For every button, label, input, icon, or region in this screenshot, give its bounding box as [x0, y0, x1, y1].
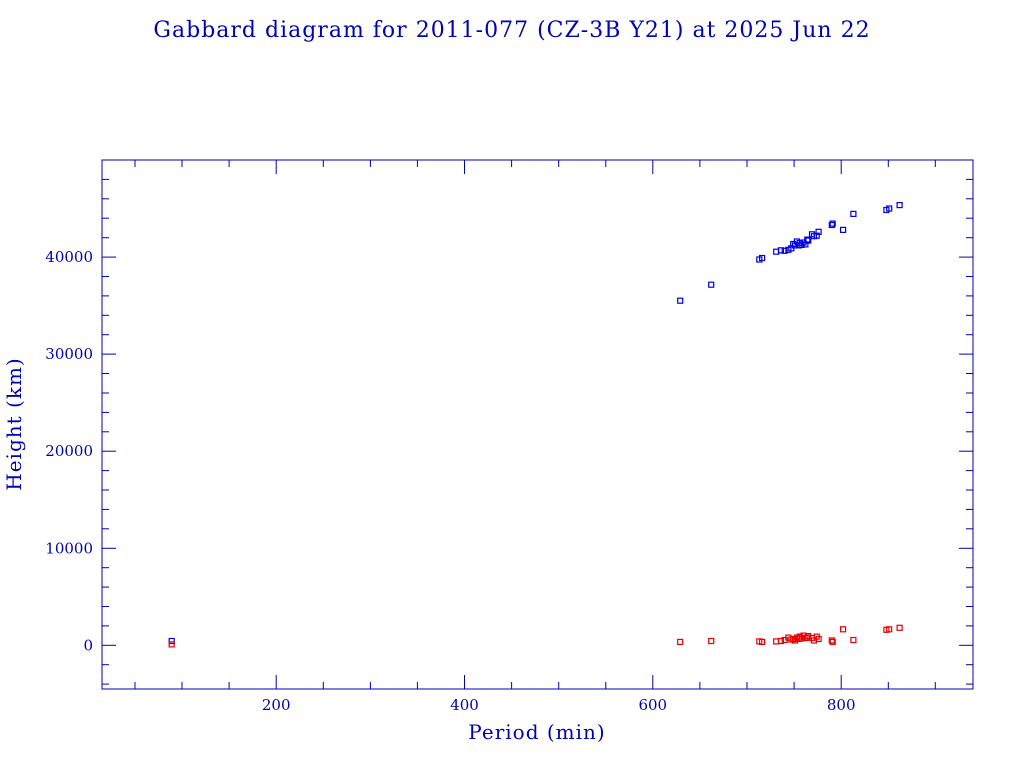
- perigee-point: [168, 641, 175, 648]
- apogee-point: [886, 205, 893, 212]
- x-tick-label: 400: [450, 696, 479, 714]
- perigee-point: [828, 637, 835, 644]
- apogee-point: [781, 247, 788, 254]
- apogee-point: [708, 281, 715, 288]
- perigee-point: [777, 637, 785, 645]
- apogee-point: [850, 210, 857, 217]
- y-tick-label: 20000: [45, 442, 93, 460]
- y-tick-label: 40000: [45, 248, 93, 266]
- perigee-point: [886, 626, 893, 633]
- perigee-point: [896, 624, 903, 631]
- x-tick-label: 200: [262, 696, 291, 714]
- y-tick-label: 0: [83, 636, 93, 654]
- perigee-point: [758, 638, 766, 646]
- x-axis-label: Period (min): [468, 720, 605, 744]
- x-tick-label: 600: [638, 696, 667, 714]
- apogee-point: [805, 237, 812, 244]
- y-tick-labels: 0 10000 20000 30000 40000: [45, 248, 93, 654]
- apogee-point: [777, 247, 785, 254]
- apogee-point: [828, 221, 835, 229]
- y-axis-label: Height (km): [2, 357, 26, 490]
- apogee-point: [815, 228, 822, 235]
- data-points: [168, 202, 903, 648]
- x-tick-label: 800: [827, 696, 856, 714]
- perigee-point: [839, 626, 847, 633]
- axis-ticks: [102, 159, 973, 689]
- x-tick-labels: 200 400 600 800: [262, 696, 856, 714]
- apogee-point: [758, 254, 766, 262]
- perigee-point: [815, 635, 822, 643]
- apogee-point: [677, 297, 684, 304]
- y-tick-label: 30000: [45, 345, 93, 363]
- apogee-point: [829, 220, 836, 227]
- apogee-point: [796, 239, 803, 247]
- perigee-point: [829, 638, 836, 646]
- perigee-point: [850, 636, 857, 644]
- y-tick-label: 10000: [45, 539, 93, 557]
- apogee-point: [839, 226, 847, 233]
- apogee-point: [168, 637, 175, 645]
- perigee-point: [677, 638, 684, 646]
- apogee-point: [896, 202, 903, 209]
- apogee-point: [813, 232, 820, 239]
- chart-title: Gabbard diagram for 2011-077 (CZ-3B Y21)…: [153, 18, 870, 43]
- perigee-point: [708, 637, 715, 645]
- apogee-point: [804, 236, 811, 243]
- plot-frame: [101, 159, 974, 690]
